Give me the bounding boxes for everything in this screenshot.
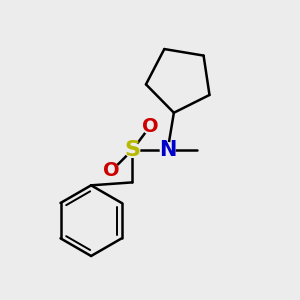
Text: S: S (124, 140, 140, 160)
Circle shape (160, 142, 175, 158)
Text: N: N (159, 140, 176, 160)
Circle shape (125, 142, 140, 158)
Circle shape (142, 119, 158, 134)
Circle shape (104, 163, 119, 178)
Text: O: O (103, 161, 120, 180)
Text: O: O (142, 117, 158, 136)
